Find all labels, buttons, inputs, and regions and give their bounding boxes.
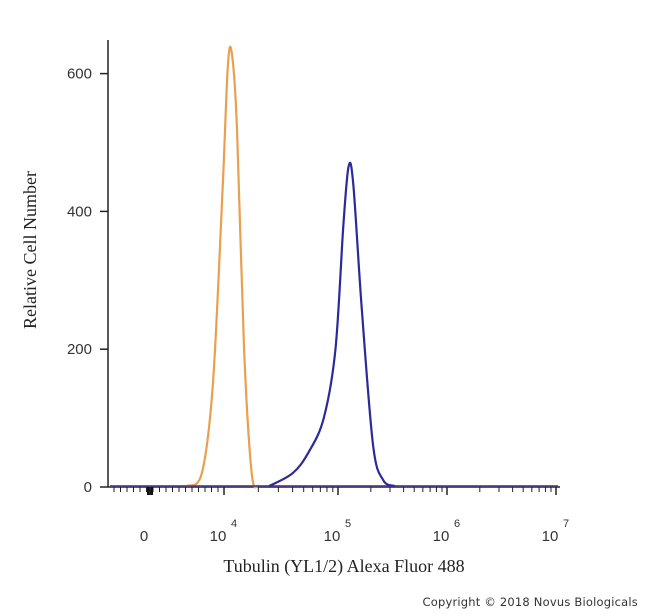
x-tick-exponent: 4 (231, 518, 237, 530)
y-axis-title: Relative Cell Number (20, 171, 40, 329)
y-tick-label: 200 (67, 341, 92, 358)
y-tick-label: 400 (67, 203, 92, 220)
axes (107, 40, 560, 488)
x-tick-label: 10 (324, 528, 341, 545)
x-tick-label: 10 (542, 528, 559, 545)
y-ticks: 0 200 400 600 (67, 66, 108, 496)
series-line-1 (186, 45, 260, 489)
x-tick-exponent: 5 (345, 518, 351, 530)
y-tick-label: 0 (84, 479, 92, 496)
x-axis-title: Tubulin (YL1/2) Alexa Fluor 488 (223, 556, 464, 577)
series-line-2 (268, 161, 396, 488)
x-tick-label: 10 (210, 528, 227, 545)
series-group (110, 45, 558, 489)
x-ticks: 0 10 4 10 5 10 6 10 7 (140, 487, 569, 545)
x-minor-ticks (113, 487, 552, 495)
x-tick-exponent: 7 (563, 518, 569, 530)
x-tick-label: 10 (433, 528, 450, 545)
x-tick-exponent: 6 (454, 518, 460, 530)
y-tick-label: 600 (67, 66, 92, 83)
copyright-text: Copyright © 2018 Novus Biologicals (422, 595, 638, 609)
x-tick-label: 0 (140, 528, 148, 545)
